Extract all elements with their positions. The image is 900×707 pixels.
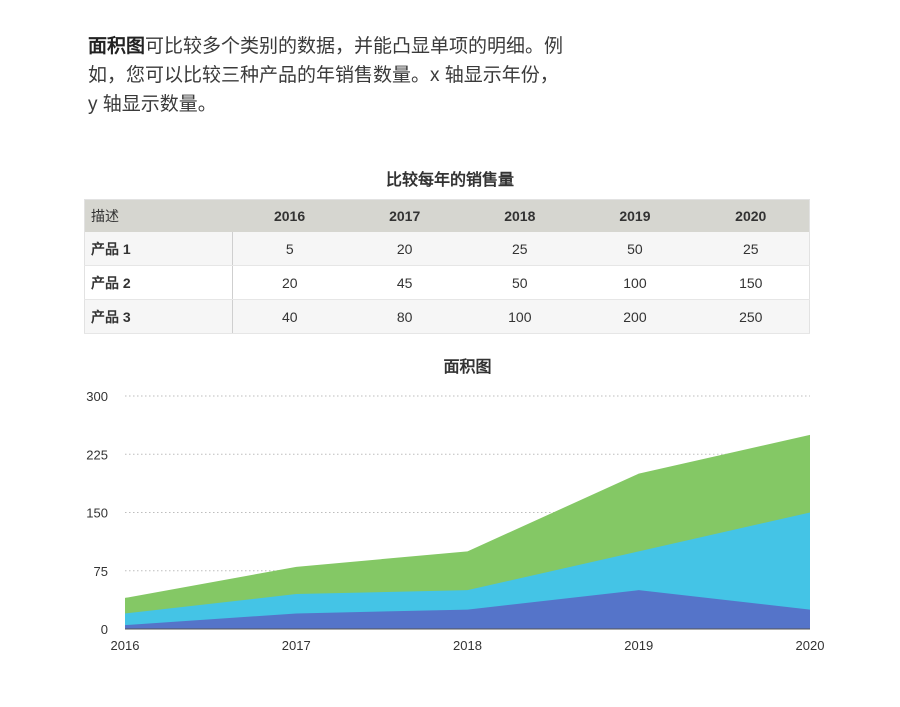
header-year: 2016 [232,199,348,232]
table-cell: 250 [692,299,810,334]
x-tick-label: 2019 [624,638,653,653]
table-row: 产品 1 5 20 25 50 25 [84,232,810,266]
intro-line-3: y 轴显示数量。 [88,94,217,115]
table-cell: 5 [232,232,348,266]
chart-title: 面积图 [443,358,491,376]
intro-text: 面积图可比较多个类别的数据，并能凸显单项的明细。例 如，您可以比较三种产品的年销… [88,32,648,119]
area-series-1 [125,590,810,629]
table-cell: 40 [232,299,348,334]
table-cell: 50 [462,265,578,300]
header-desc: 描述 [84,199,232,232]
table-cell: 80 [347,299,463,334]
table-cell: 25 [692,232,810,266]
row-label: 产品 1 [84,232,233,266]
intro-bold-term: 面积图 [88,36,146,57]
area-chart: 面积图 0 75 150 225 300 2016 2017 2018 2019 2020 [86,358,825,653]
x-tick-label: 2020 [796,638,825,653]
row-label: 产品 3 [84,299,233,334]
y-tick-label: 225 [86,447,108,462]
y-tick-label: 300 [86,389,108,404]
y-tick-label: 0 [101,622,108,637]
table-row: 产品 3 40 80 100 200 250 [84,299,810,334]
x-tick-label: 2016 [111,638,140,653]
x-tick-label: 2018 [453,638,482,653]
row-label: 产品 2 [84,265,233,300]
table-header-row: 描述 2016 2017 2018 2019 2020 [84,199,810,232]
table-cell: 20 [232,265,348,300]
intro-line-1: 可比较多个类别的数据，并能凸显单项的明细。例 [145,36,564,57]
table-cell: 25 [462,232,578,266]
table-cell: 50 [577,232,693,266]
table-cell: 100 [577,265,693,300]
header-year: 2017 [347,199,463,232]
intro-line-2: 如，您可以比较三种产品的年销售数量。x 轴显示年份， [88,65,559,86]
table-row: 产品 2 20 45 50 100 150 [84,265,810,300]
header-year: 2020 [692,199,810,232]
table-cell: 100 [462,299,578,334]
y-tick-label: 150 [86,506,108,521]
x-tick-label: 2017 [282,638,311,653]
table-cell: 20 [347,232,463,266]
table-cell: 150 [692,265,810,300]
table-title: 比较每年的销售量 [385,172,514,189]
table-cell: 200 [577,299,693,334]
sales-table: 描述 2016 2017 2018 2019 2020 产品 1 5 20 25… [84,199,810,334]
table-cell: 45 [347,265,463,300]
y-tick-label: 75 [94,564,108,579]
header-year: 2018 [462,199,578,232]
header-year: 2019 [577,199,693,232]
